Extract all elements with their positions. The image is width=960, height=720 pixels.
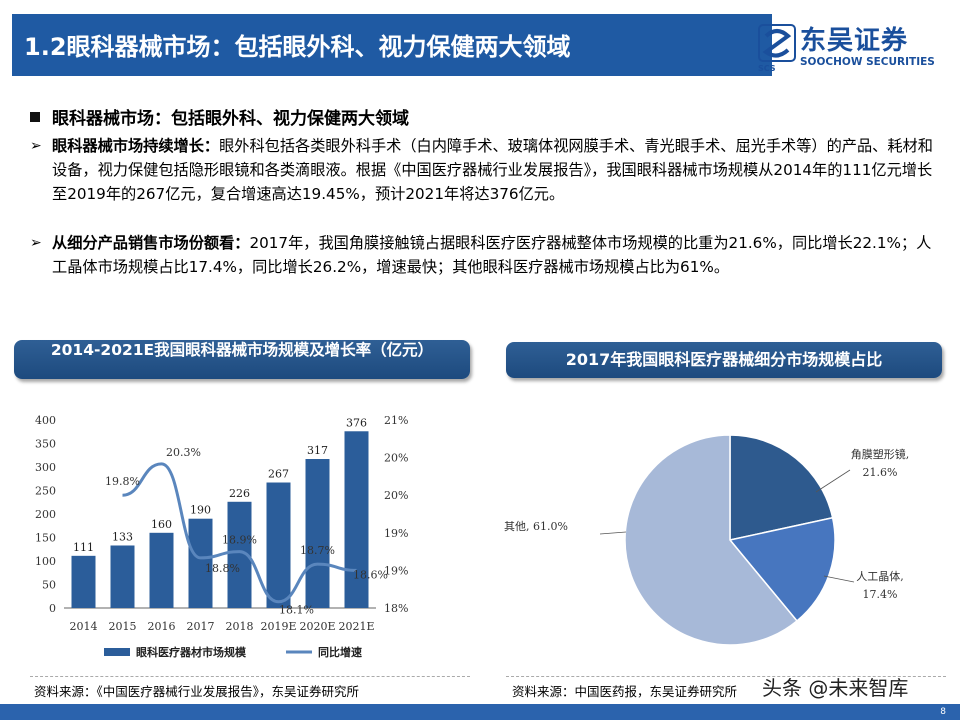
bullet-1: ➢ 眼科器械市场持续增长：眼外科包括各类眼外科手术（白内障手术、玻璃体视网膜手术… — [30, 134, 940, 206]
y-tick-label: 150 — [35, 532, 56, 545]
page-title: 1.2眼科器械市场：包括眼外科、视力保健两大领域 — [24, 33, 571, 61]
y2-tick-label: 21% — [384, 414, 408, 427]
bullet-2-text: 2017年，我国角膜接触镜占据眼科医疗医疗器械整体市场规模的比重为21.6%，同… — [52, 234, 932, 276]
pie-leader-line — [823, 575, 855, 583]
bar — [266, 482, 291, 608]
legend-label-line: 同比增速 — [318, 645, 362, 659]
source-left: 资料来源：《中国医疗器械行业发展报告》，东吴证券研究所 — [34, 684, 360, 699]
bar-value-label: 133 — [112, 530, 133, 543]
y-tick-label: 100 — [35, 555, 56, 568]
line-value-label: 19.8% — [105, 475, 140, 488]
company-logo: 东吴证券 SOOCHOW SECURITIES SCS — [752, 18, 952, 74]
arrow-bullet-icon: ➢ — [30, 138, 42, 154]
x-tick-label: 2020E — [299, 620, 335, 633]
growth-line — [122, 462, 357, 604]
bar-value-label: 267 — [268, 468, 289, 481]
bar — [149, 532, 174, 608]
pie-slice — [729, 434, 834, 541]
arrow-bullet-icon: ➢ — [30, 235, 42, 251]
bullet-2: ➢ 从细分产品销售市场份额看：2017年，我国角膜接触镜占据眼科医疗医疗器械整体… — [30, 231, 940, 279]
square-bullet-icon — [30, 112, 40, 122]
y2-tick-label: 19% — [384, 527, 408, 540]
x-tick-label: 2015 — [109, 620, 137, 633]
chart2-title: 2017年我国眼科医疗器械细分市场规模占比 — [506, 342, 942, 378]
y2-tick-label: 19% — [384, 564, 408, 577]
bullet-2-bold: 从细分产品销售市场份额看： — [52, 234, 250, 252]
logo-mark-icon — [758, 24, 796, 62]
bar — [71, 555, 96, 608]
pie-leader-line — [599, 531, 627, 535]
y-tick-label: 250 — [35, 485, 56, 498]
pie-slice — [728, 516, 836, 622]
y-tick-label: 50 — [42, 579, 56, 592]
x-tick-label: 2014 — [70, 620, 98, 633]
y2-tick-label: 18% — [384, 602, 408, 615]
pie-label: 人工晶体, — [856, 569, 904, 583]
pie-slice — [624, 434, 798, 646]
logo-sub: SCS — [758, 64, 776, 73]
y-tick-label: 350 — [35, 438, 56, 451]
bar-value-label: 376 — [346, 416, 367, 429]
segment-pie-chart: 角膜塑形镜, 21.6% 人工晶体, 17.4% 其他, 61.0% — [504, 434, 910, 646]
pie-label: 角膜塑形镜, — [851, 447, 910, 461]
y2-tick-label: 20% — [384, 489, 408, 502]
bar-value-label: 317 — [307, 444, 328, 457]
x-tick-label: 2021E — [338, 620, 374, 633]
y-tick-label: 200 — [35, 508, 56, 521]
footer-bar — [0, 704, 960, 720]
logo-en: SOOCHOW SECURITIES — [800, 56, 935, 68]
bullet-1-text: 眼外科包括各类眼外科手术（白内障手术、玻璃体视网膜手术、青光眼手术、屈光手术等）… — [52, 137, 933, 203]
pie-value-label: 21.6% — [863, 466, 898, 479]
bar — [344, 431, 369, 608]
divider-right — [506, 676, 946, 677]
y-tick-label: 400 — [35, 414, 56, 427]
x-tick-label: 2016 — [148, 620, 176, 633]
legend-label-bars: 眼科医疗器材市场规模 — [136, 645, 247, 659]
source-right: 资料来源：中国医药报，东吴证券研究所 — [512, 684, 738, 699]
bar-value-label: 160 — [151, 518, 172, 531]
bullet-1-bold: 眼科器械市场持续增长： — [52, 137, 220, 155]
x-tick-label: 2018 — [226, 620, 254, 633]
pie-leader-line — [815, 469, 851, 493]
y-tick-label: 300 — [35, 461, 56, 474]
x-tick-label: 2017 — [187, 620, 215, 633]
line-value-label: 18.6% — [353, 568, 388, 581]
pie-label: 其他, 61.0% — [504, 520, 568, 533]
bar-value-label: 190 — [190, 504, 211, 517]
market-size-chart: 0 50 100 150 200 250 300 350 400 18% 19% 19% 20% 20% 2… — [35, 414, 408, 659]
bar — [110, 545, 135, 608]
y-tick-label: 0 — [49, 602, 56, 615]
y2-tick-label: 20% — [384, 452, 408, 465]
line-value-label: 18.1% — [279, 604, 314, 617]
divider-left — [30, 676, 470, 677]
watermark: 头条 @未来智库 — [762, 676, 909, 700]
chart1-title: 2014-2021E我国眼科器械市场规模及增长率（亿元） — [14, 340, 470, 379]
page-number: 8 — [940, 707, 946, 717]
line-value-label: 18.9% — [222, 534, 257, 547]
section-title: 眼科器械市场：包括眼外科、视力保健两大领域 — [30, 104, 409, 129]
bar-value-label: 111 — [73, 541, 94, 554]
logo-cn: 东吴证券 — [800, 26, 909, 56]
bar — [188, 518, 213, 608]
line-value-label: 18.7% — [300, 544, 335, 557]
bar — [305, 459, 330, 608]
section-title-text: 眼科器械市场：包括眼外科、视力保健两大领域 — [52, 109, 409, 129]
x-tick-label: 2019E — [260, 620, 296, 633]
line-value-label: 18.8% — [205, 562, 240, 575]
legend-swatch-bars — [104, 648, 130, 656]
line-value-label: 20.3% — [166, 446, 201, 459]
bar-value-label: 226 — [229, 487, 250, 500]
pie-value-label: 17.4% — [863, 588, 898, 601]
header-bar: 1.2眼科器械市场：包括眼外科、视力保健两大领域 — [12, 14, 772, 76]
